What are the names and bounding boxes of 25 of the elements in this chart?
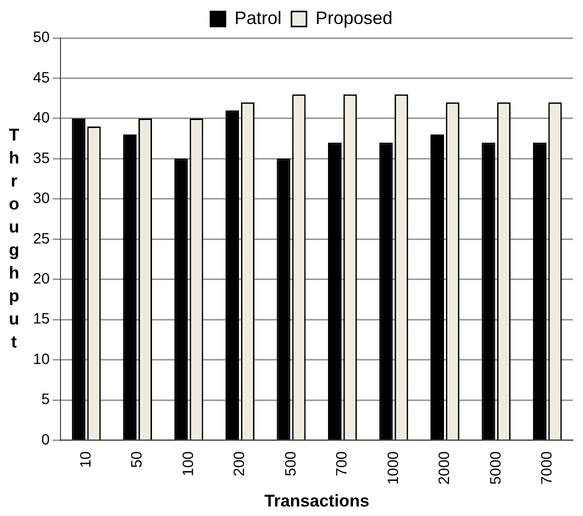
y-tick-label: 45 [32,69,50,86]
x-tick-label: 500 [282,451,300,476]
x-tick-label: 700 [334,451,351,476]
y-tick-label: 10 [32,350,50,368]
y-tick-label: 25 [32,230,50,248]
y-tick-label: 40 [32,110,50,127]
y-tick-label: 35 [32,150,50,167]
y-tick-label: 20 [32,270,50,288]
x-tick-label: 5000 [487,451,504,485]
x-tick-label: 100 [180,451,197,476]
y-tick-label: 15 [32,310,50,328]
legend-label: Patrol [234,8,282,28]
y-tick-label: 50 [32,29,50,46]
x-tick-label: 200 [231,451,248,476]
x-tick-label: 2000 [436,451,454,485]
y-tick-label: 5 [41,391,50,408]
y-tick-label: 30 [32,190,50,208]
text: Throughput [8,125,20,352]
x-tick-label: 1000 [384,451,402,485]
x-axis-title: Transactions [264,491,370,510]
y-tick-label: 0 [41,431,50,448]
x-tick-label: 7000 [538,451,556,485]
x-tick-label: 10 [77,451,94,468]
legend-label: Proposed [315,8,393,28]
x-tick-label: 50 [128,451,146,468]
